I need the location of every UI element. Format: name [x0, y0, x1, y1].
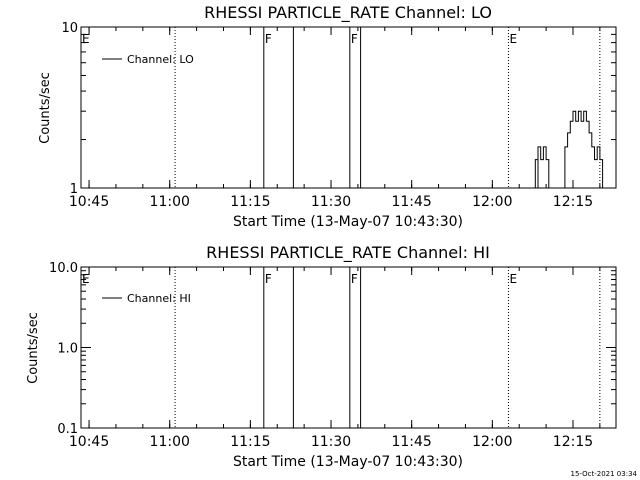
panel2-x-tick-label: 10:45 [69, 434, 109, 450]
panel1-x-axis-label: Start Time (13-May-07 10:43:30) [233, 214, 463, 230]
panel1-event-label: E [509, 32, 517, 46]
panel2-y-tick-label: 10.0 [49, 261, 78, 276]
panel1-x-tick-label: 11:15 [230, 194, 270, 210]
panel1-title: RHESSI PARTICLE_RATE Channel: LO [204, 3, 492, 23]
panel1-x-tick-label: 11:45 [391, 194, 431, 210]
panel1-x-tick-label: 11:30 [311, 194, 351, 210]
panel1-y-axis-label: Counts/sec [38, 72, 53, 144]
panel1-event-label: F [351, 32, 358, 46]
panel2-x-tick-label: 11:45 [391, 434, 431, 450]
panel2-x-tick-label: 12:15 [553, 434, 593, 450]
panel1-x-tick-label: 12:00 [472, 194, 512, 210]
panel2-event-label: F [351, 272, 358, 286]
panel1-event-label: E [82, 32, 90, 46]
panel2-x-axis-label: Start Time (13-May-07 10:43:30) [233, 454, 463, 470]
panel2-event-label: E [509, 272, 517, 286]
panel2-x-tick-label: 12:00 [472, 434, 512, 450]
panel2-title: RHESSI PARTICLE_RATE Channel: HI [206, 243, 490, 263]
panel1-event-label: F [265, 32, 272, 46]
chart-marks: 10:45 11:00 11:15 11:30 11:45 12:00 12:15 1 10 E F… [49, 21, 617, 450]
panel1-frame [80, 26, 617, 189]
panel1-y-tick-label: 10 [61, 21, 78, 36]
panel2-y-tick-label: 0.1 [57, 422, 78, 437]
panel2-y-axis-label: Counts/sec [26, 312, 41, 384]
panel2-legend-label: Channel: HI [127, 292, 191, 305]
panel2-y-tick-label: 1.0 [57, 342, 78, 357]
panel2-event-label: E [82, 272, 90, 286]
panel1-x-tick-label: 12:15 [553, 194, 593, 210]
panel2-x-tick-label: 11:15 [230, 434, 270, 450]
panel2-x-tick-label: 11:30 [311, 434, 351, 450]
panel1-x-tick-label: 11:00 [150, 194, 190, 210]
panel1-series-line [534, 110, 604, 189]
panel1-y-tick-label: 1 [70, 182, 78, 197]
panel1-x-tick-label: 10:45 [69, 194, 109, 210]
footer-timestamp: 15-Oct-2021 03:34 [571, 470, 638, 478]
panel1-legend-label: Channel: LO [127, 53, 194, 66]
panel2-x-tick-label: 11:00 [150, 434, 190, 450]
panel2-event-label: F [265, 272, 272, 286]
